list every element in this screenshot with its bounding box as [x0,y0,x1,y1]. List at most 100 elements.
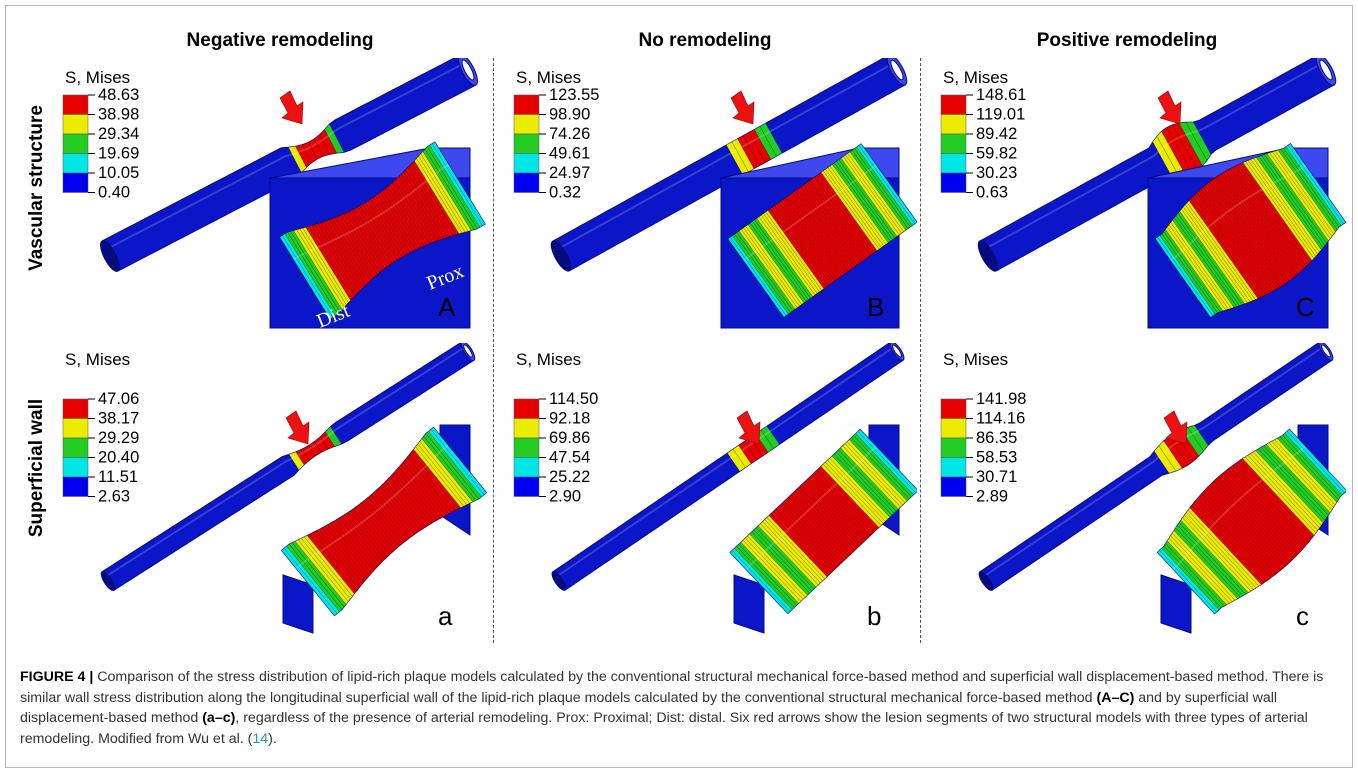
panel-a: S, Mises 47.06 38.17 29.29 20.40 11.51 2.63 a [48,343,488,643]
legend-value: 2.63 [98,488,130,506]
zoomed-inset [1147,143,1346,329]
panel-letter: A [438,292,456,322]
legend-value: 49.61 [549,145,590,163]
panel-letter: a [438,601,453,631]
legend-swatch [513,418,540,439]
legend-value: 89.42 [976,125,1017,143]
legend-value: 38.17 [98,410,139,428]
legend-value: 2.89 [976,488,1008,506]
legend-value: 38.98 [98,106,139,124]
legend-value: 69.86 [549,429,590,447]
legend-swatch [62,476,89,497]
zoomed-inset [729,424,917,634]
legend-swatch [513,476,540,497]
legend-swatch [513,133,540,154]
stress-model-figure: S, Mises48.6338.9829.3419.6910.050.40Pro… [62,58,486,333]
legend-value: 30.23 [976,164,1017,182]
column-divider [493,58,494,643]
legend-swatch [62,457,89,478]
figure-frame [5,5,1353,768]
legend-value: 59.82 [976,145,1017,163]
panel-B: S, Mises 123.55 98.90 74.26 49.61 24.97 0.32 B [499,58,917,338]
legend-swatch [62,172,89,193]
figure-4: Negative remodeling No remodeling Positi… [26,30,1346,643]
legend-swatch [513,457,540,478]
caption-ref-lower: (a–c) [202,710,236,726]
legend-swatch [940,437,967,458]
legend-swatch [513,172,540,193]
caption-text: Comparison of the stress distribution of… [20,669,1324,706]
zoomed-inset [1156,424,1346,634]
figure-caption: FIGURE 4 | Comparison of the stress dist… [20,667,1340,749]
caption-ref-upper: (A–C) [1096,689,1135,706]
legend-swatch [62,133,89,154]
column-title-positive: Positive remodeling [1036,30,1218,51]
column-divider [920,58,921,643]
legend-value: 47.54 [549,449,590,467]
lesion-arrow [279,90,304,125]
legend-value: 20.40 [98,449,139,467]
legend-value: 48.63 [98,86,139,104]
column-title-negative: Negative remodeling [186,30,374,51]
panel-b: S, Mises 114.50 92.18 69.86 47.54 25.22 2.90 b [499,343,917,643]
zoomed-inset [280,424,488,634]
legend-value: 114.50 [549,390,598,408]
lesion-arrow [1157,90,1182,125]
legend-value: 58.53 [976,449,1017,467]
lesion-arrow [736,410,761,445]
legend-value: 92.18 [549,410,590,428]
panel-c: S, Mises 141.98 114.16 86.35 58.53 30.71 2.89 c [926,343,1346,643]
legend-value: 119.01 [976,106,1025,124]
legend-value: 123.55 [549,86,599,104]
panel-letter: B [867,292,884,322]
citation-link[interactable]: 14 [252,730,269,747]
legend-swatch [62,153,89,174]
legend-swatch [62,94,89,115]
panel-letter: c [1296,601,1309,631]
legend-value: 29.29 [98,429,139,447]
legend-value: 10.05 [98,164,139,182]
legend-value: 0.63 [976,184,1008,202]
legend-value: 0.40 [98,184,130,202]
legend-swatch [513,398,540,419]
row-label-vascular: Vascular structure [26,105,47,271]
legend-title: S, Mises [516,350,581,369]
legend-value: 47.06 [98,390,139,408]
legend-value: 30.71 [976,468,1017,486]
row-label-superficial: Superficial wall [26,398,47,538]
legend-swatch [940,476,967,497]
legend-value: 141.98 [976,390,1026,408]
caption-text: and by superficial wall displacement-bas… [20,689,1278,727]
panel-letter: C [1296,292,1315,322]
legend-swatch [940,457,967,478]
legend-swatch [62,437,89,458]
caption-text: , regardless of the presence of arterial… [20,710,1308,747]
legend-value: 74.26 [549,125,590,143]
legend-title: S, Mises [943,350,1008,369]
legend-value: 148.61 [976,86,1026,104]
legend-swatch [513,114,540,135]
legend-swatch [940,94,967,115]
zoomed-inset [720,143,917,329]
legend-value: 19.69 [98,145,139,163]
legend-value: 11.51 [98,468,138,486]
legend-swatch [62,418,89,439]
legend-value: 2.90 [549,488,581,506]
lesion-arrow [1163,410,1188,445]
legend-swatch [940,172,967,193]
legend-swatch [940,153,967,174]
lesion-arrow [730,90,755,125]
legend-title: S, Mises [943,68,1008,87]
legend-swatch [513,94,540,115]
legend-title: S, Mises [65,68,130,87]
legend-value: 25.22 [549,468,590,486]
legend-value: 24.97 [549,164,590,182]
lesion-arrow [285,410,310,445]
legend-swatch [62,398,89,419]
caption-label: FIGURE 4 | [20,669,94,685]
